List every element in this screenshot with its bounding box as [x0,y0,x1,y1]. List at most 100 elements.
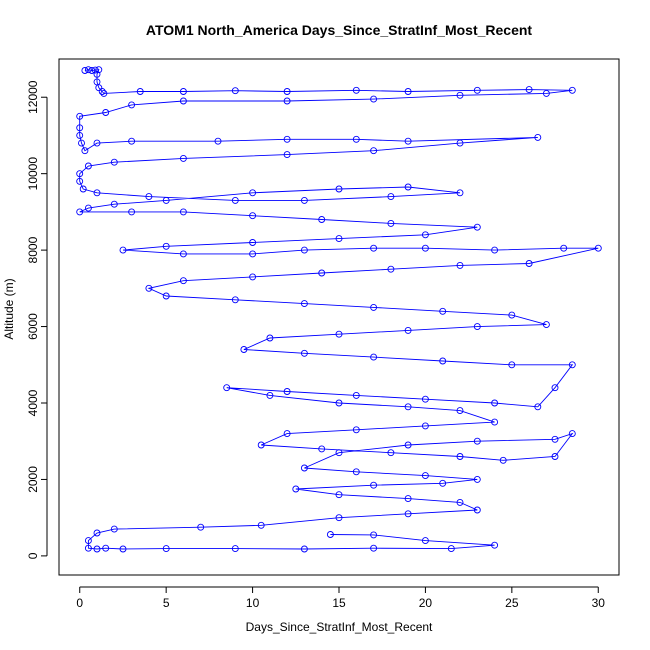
data-point [98,88,106,95]
data-point [84,66,92,74]
data-point [128,101,136,109]
data-point [145,284,153,292]
data-point [100,89,108,97]
data-point [335,514,343,522]
data-point [102,109,110,116]
data-point [551,435,559,443]
data-point [179,97,187,105]
data-point [370,481,378,489]
data-point [404,326,412,334]
data-point [266,391,274,399]
data-point [335,491,343,499]
data-point [387,265,395,273]
data-point [119,545,127,553]
data-point [335,330,343,338]
data-point [525,86,533,94]
data-point [249,273,257,281]
data-point [78,139,85,147]
data-point [249,212,257,220]
data-point [283,151,291,159]
data-point [162,545,170,553]
data-point [352,468,360,476]
data-point [81,67,89,74]
data-point [551,384,559,392]
data-point [352,426,360,434]
data-point [300,464,308,472]
data-point [162,242,170,250]
x-tick-label: 20 [419,596,433,610]
data-point [456,453,464,460]
data-point [93,70,101,78]
data-point [249,250,257,258]
data-point [473,223,481,231]
data-point [240,346,248,353]
data-point [499,456,507,464]
data-point [300,246,308,254]
series-lines [79,69,599,550]
x-tick-label: 10 [246,596,260,610]
data-point [231,296,239,304]
data-point [318,269,326,277]
data-point [456,261,464,269]
data-point [370,531,378,539]
data-point [404,403,412,411]
data-point [421,537,429,545]
data-point [370,303,378,311]
data-point [404,441,412,449]
data-point [179,154,187,162]
data-point [93,189,101,197]
data-point [491,418,499,426]
data-point [326,531,334,538]
data-point [456,407,464,415]
data-point [300,545,308,553]
data-point [93,545,101,553]
y-tick-label: 12000 [26,80,40,114]
data-point [300,349,308,357]
x-axis-label: Days_Since_StratInf_Most_Recent [246,620,433,634]
data-point [283,88,291,95]
data-point [283,135,291,143]
data-point [568,361,576,369]
data-point [456,498,464,506]
data-point [456,139,464,147]
data-point [88,67,96,74]
data-point [370,147,378,155]
data-point [81,147,89,155]
data-point [387,219,395,227]
data-point [128,208,136,216]
data-point [162,292,170,300]
data-point [447,545,455,553]
data-point [560,244,568,252]
data-point [370,95,378,103]
data-point [95,84,103,92]
data-point [525,260,533,267]
data-point [473,323,481,331]
data-point [542,89,550,97]
data-point [421,244,429,252]
data-point [421,422,429,430]
series-line [79,69,599,550]
data-point [93,139,101,147]
data-point [266,334,274,342]
data-point [387,193,395,201]
data-point [439,479,447,487]
data-point [179,277,187,285]
data-point [318,445,326,453]
data-point [404,183,412,191]
data-point [491,246,499,254]
data-point [404,88,412,95]
y-axis: 0 2000 4000 6000 8000 10000 12000 [26,80,48,559]
data-point [534,133,542,141]
data-point [551,453,559,460]
data-point [370,544,378,552]
data-point [128,137,136,145]
y-tick-label: 0 [26,552,40,559]
data-point [76,177,84,185]
data-point [283,430,291,438]
data-point [93,529,101,537]
data-point [508,361,516,369]
x-tick-label: 15 [332,596,346,610]
data-point [257,441,265,449]
data-point [568,430,576,438]
data-point [76,124,84,132]
